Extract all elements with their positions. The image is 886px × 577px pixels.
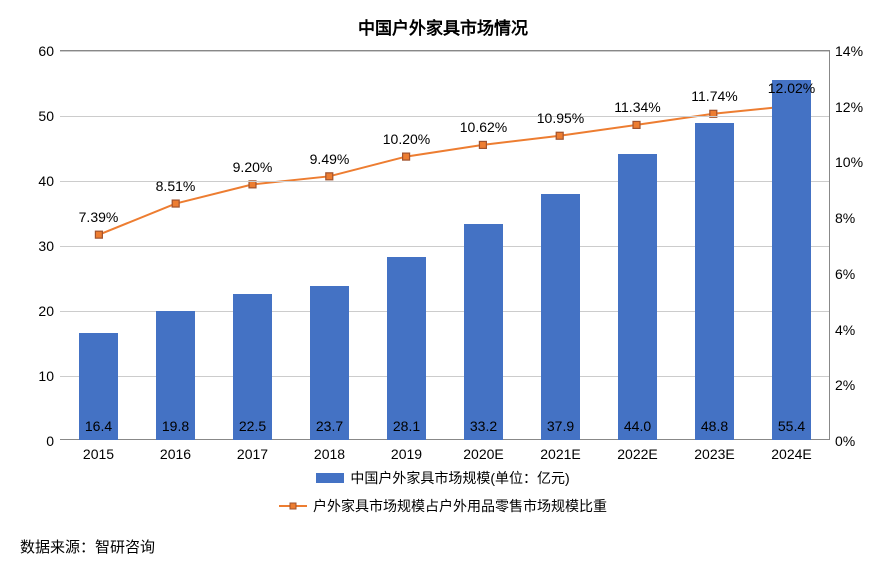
x-axis-label: 2024E bbox=[771, 440, 811, 462]
bar-value-label: 48.8 bbox=[701, 418, 728, 434]
line-value-label: 8.51% bbox=[156, 178, 196, 194]
x-axis-label: 2016 bbox=[160, 440, 191, 462]
bar: 33.2 bbox=[464, 224, 503, 440]
line-value-label: 10.62% bbox=[460, 119, 507, 135]
x-axis-label: 2021E bbox=[540, 440, 580, 462]
legend-item-line: 户外家具市场规模占户外用品零售市场规模比重 bbox=[279, 496, 607, 516]
y-right-tick: 14% bbox=[829, 43, 863, 59]
bar: 23.7 bbox=[310, 286, 349, 440]
legend-label-line: 户外家具市场规模占户外用品零售市场规模比重 bbox=[313, 496, 607, 516]
y-left-tick: 40 bbox=[38, 173, 60, 189]
x-axis-label: 2023E bbox=[694, 440, 734, 462]
x-axis-label: 2017 bbox=[237, 440, 268, 462]
line-marker bbox=[633, 121, 640, 128]
bar: 22.5 bbox=[233, 294, 272, 440]
bar-value-label: 33.2 bbox=[470, 418, 497, 434]
y-right-tick: 0% bbox=[829, 433, 855, 449]
line-value-label: 10.20% bbox=[383, 131, 430, 147]
bar-value-label: 44.0 bbox=[624, 418, 651, 434]
line-value-label: 9.49% bbox=[310, 151, 350, 167]
y-right-tick: 6% bbox=[829, 266, 855, 282]
x-axis-label: 2018 bbox=[314, 440, 345, 462]
legend-label-bars: 中国户外家具市场规模(单位：亿元) bbox=[350, 468, 569, 488]
bar-value-label: 28.1 bbox=[393, 418, 420, 434]
gridline bbox=[60, 51, 829, 52]
x-axis-label: 2019 bbox=[391, 440, 422, 462]
y-left-tick: 60 bbox=[38, 43, 60, 59]
bar-value-label: 23.7 bbox=[316, 418, 343, 434]
line-value-label: 11.74% bbox=[691, 88, 737, 104]
data-source: 数据来源：智研咨询 bbox=[20, 536, 155, 557]
bar-value-label: 55.4 bbox=[778, 418, 805, 434]
bar-value-label: 16.4 bbox=[85, 418, 112, 434]
bar: 48.8 bbox=[695, 123, 734, 440]
y-right-tick: 4% bbox=[829, 322, 855, 338]
y-left-tick: 20 bbox=[38, 303, 60, 319]
bar: 16.4 bbox=[79, 333, 118, 440]
line-value-label: 11.34% bbox=[614, 99, 660, 115]
line-marker bbox=[479, 141, 486, 148]
line-value-label: 9.20% bbox=[233, 159, 273, 175]
line-series bbox=[99, 106, 790, 235]
bar: 19.8 bbox=[156, 311, 195, 440]
legend-swatch-line bbox=[279, 505, 307, 507]
bar-value-label: 19.8 bbox=[162, 418, 189, 434]
line-marker bbox=[172, 200, 179, 207]
plot-area: 01020304050600%2%4%6%8%10%12%14%201516.4… bbox=[60, 50, 830, 440]
y-right-tick: 12% bbox=[829, 99, 863, 115]
bar: 37.9 bbox=[541, 194, 580, 440]
y-left-tick: 10 bbox=[38, 368, 60, 384]
bar: 28.1 bbox=[387, 257, 426, 440]
line-marker bbox=[556, 132, 563, 139]
chart-container: 中国户外家具市场情况 01020304050600%2%4%6%8%10%12%… bbox=[0, 0, 886, 577]
bar-value-label: 22.5 bbox=[239, 418, 266, 434]
bar-value-label: 37.9 bbox=[547, 418, 574, 434]
y-right-tick: 2% bbox=[829, 377, 855, 393]
x-axis-label: 2015 bbox=[83, 440, 114, 462]
y-right-tick: 8% bbox=[829, 210, 855, 226]
legend-item-bars: 中国户外家具市场规模(单位：亿元) bbox=[316, 468, 569, 488]
line-value-label: 12.02% bbox=[768, 80, 815, 96]
y-left-tick: 30 bbox=[38, 238, 60, 254]
line-marker bbox=[403, 153, 410, 160]
line-value-label: 10.95% bbox=[537, 110, 584, 126]
y-left-tick: 50 bbox=[38, 108, 60, 124]
line-marker bbox=[326, 173, 333, 180]
y-left-tick: 0 bbox=[46, 433, 60, 449]
x-axis-label: 2020E bbox=[463, 440, 503, 462]
line-marker bbox=[95, 231, 102, 238]
legend: 中国户外家具市场规模(单位：亿元) 户外家具市场规模占户外用品零售市场规模比重 bbox=[0, 468, 886, 516]
x-axis-label: 2022E bbox=[617, 440, 657, 462]
bar: 55.4 bbox=[772, 80, 811, 440]
bar: 44.0 bbox=[618, 154, 657, 440]
chart-title: 中国户外家具市场情况 bbox=[0, 14, 886, 39]
y-right-tick: 10% bbox=[829, 154, 863, 170]
legend-swatch-bar bbox=[316, 473, 344, 483]
line-value-label: 7.39% bbox=[79, 209, 119, 225]
gridline bbox=[60, 116, 829, 117]
